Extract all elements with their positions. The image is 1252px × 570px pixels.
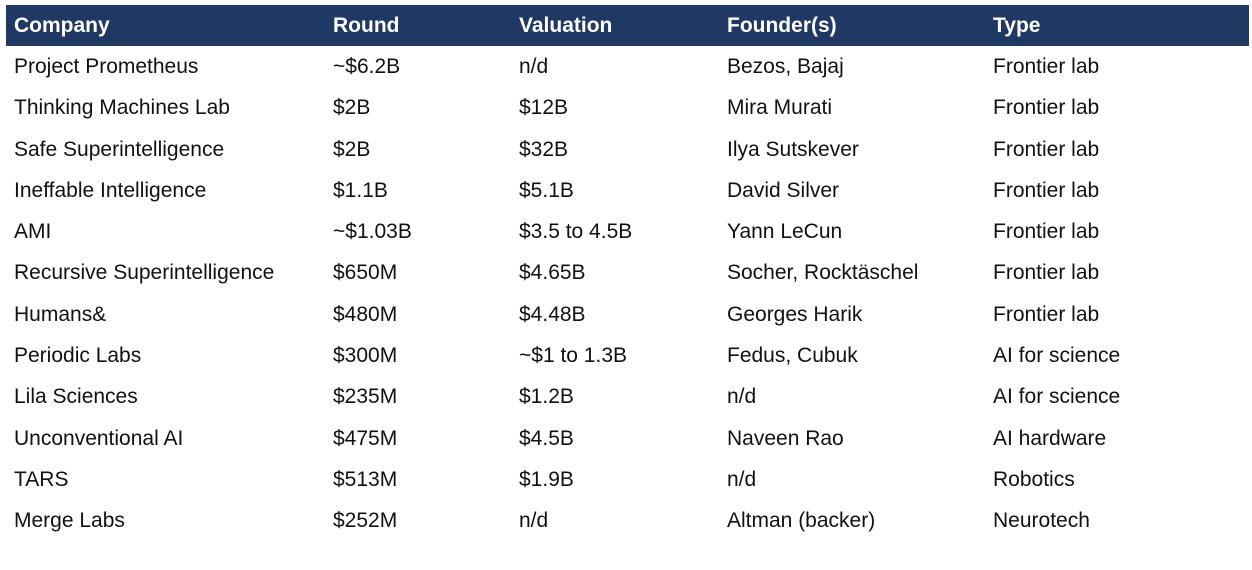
- company-cell: Safe Superintelligence: [14, 137, 225, 161]
- round-cell: $252M: [333, 509, 398, 533]
- company-cell: TARS: [14, 467, 69, 491]
- founders-cell: Georges Harik: [727, 302, 863, 326]
- founders-cell: Naveen Rao: [727, 426, 844, 450]
- type-cell: AI for science: [993, 385, 1121, 409]
- table-row: Recursive Superintelligence $650M $4.65B…: [6, 252, 1249, 293]
- type-cell: Frontier lab: [993, 96, 1100, 120]
- round-cell: $300M: [333, 344, 398, 368]
- founders-cell: Yann LeCun: [727, 220, 843, 244]
- column-header-founders: Founder(s): [727, 14, 837, 37]
- type-cell: Frontier lab: [993, 261, 1100, 285]
- round-cell: $475M: [333, 426, 398, 450]
- table-row: Project Prometheus ~$6.2B n/d Bezos, Baj…: [6, 46, 1249, 87]
- company-cell: Humans&: [14, 302, 107, 326]
- column-header-valuation: Valuation: [519, 14, 613, 37]
- column-header-company: Company: [14, 14, 110, 37]
- company-cell: Recursive Superintelligence: [14, 261, 275, 285]
- company-cell: Lila Sciences: [14, 385, 138, 409]
- valuation-cell: $3.5 to 4.5B: [519, 220, 633, 244]
- type-cell: Frontier lab: [993, 178, 1100, 202]
- table-row: Periodic Labs $300M ~$1 to 1.3B Fedus, C…: [6, 335, 1249, 376]
- valuation-cell: $1.2B: [519, 385, 574, 409]
- company-cell: Unconventional AI: [14, 426, 184, 450]
- company-cell: Ineffable Intelligence: [14, 178, 207, 202]
- company-cell: Thinking Machines Lab: [14, 96, 230, 120]
- founders-cell: n/d: [727, 385, 757, 409]
- type-cell: Robotics: [993, 467, 1075, 491]
- founders-cell: n/d: [727, 467, 757, 491]
- table-row: Thinking Machines Lab $2B $12B Mira Mura…: [6, 87, 1249, 128]
- round-cell: ~$6.2B: [333, 55, 401, 78]
- valuation-cell: ~$1 to 1.3B: [519, 344, 628, 368]
- company-cell: AMI: [14, 220, 52, 244]
- valuation-cell: n/d: [519, 55, 549, 78]
- round-cell: $650M: [333, 261, 398, 285]
- round-cell: $513M: [333, 467, 398, 491]
- round-cell: $480M: [333, 302, 398, 326]
- type-cell: AI hardware: [993, 426, 1107, 450]
- type-cell: Frontier lab: [993, 137, 1100, 161]
- founders-cell: Socher, Rocktäschel: [727, 261, 919, 285]
- valuation-cell: $1.9B: [519, 467, 574, 491]
- round-cell: ~$1.03B: [333, 220, 412, 244]
- founders-cell: Mira Murati: [727, 96, 833, 120]
- type-cell: Frontier lab: [993, 302, 1100, 326]
- funding-table: Company Round Valuation Founder(s) Type …: [6, 5, 1249, 542]
- founders-cell: Fedus, Cubuk: [727, 344, 858, 368]
- round-cell: $1.1B: [333, 178, 388, 202]
- founders-cell: Ilya Sutskever: [727, 137, 859, 161]
- type-cell: Frontier lab: [993, 55, 1100, 78]
- round-cell: $2B: [333, 137, 371, 161]
- round-cell: $235M: [333, 385, 398, 409]
- table-header-row: Company Round Valuation Founder(s) Type: [6, 5, 1249, 46]
- table-row: Unconventional AI $475M $4.5B Naveen Rao…: [6, 418, 1249, 459]
- valuation-cell: $12B: [519, 96, 569, 120]
- table-row: AMI ~$1.03B $3.5 to 4.5B Yann LeCun Fron…: [6, 211, 1249, 252]
- type-cell: AI for science: [993, 344, 1121, 368]
- valuation-cell: n/d: [519, 509, 549, 533]
- valuation-cell: $5.1B: [519, 178, 574, 202]
- table-row: Merge Labs $252M n/d Altman (backer) Neu…: [6, 500, 1249, 541]
- valuation-cell: $32B: [519, 137, 569, 161]
- table-row: Humans& $480M $4.48B Georges Harik Front…: [6, 294, 1249, 335]
- type-cell: Frontier lab: [993, 220, 1100, 244]
- valuation-cell: $4.65B: [519, 261, 586, 285]
- table-row: Ineffable Intelligence $1.1B $5.1B David…: [6, 170, 1249, 211]
- valuation-cell: $4.48B: [519, 302, 586, 326]
- valuation-cell: $4.5B: [519, 426, 574, 450]
- round-cell: $2B: [333, 96, 371, 120]
- table-body: Project Prometheus ~$6.2B n/d Bezos, Baj…: [6, 46, 1249, 542]
- type-cell: Neurotech: [993, 509, 1090, 533]
- founders-cell: Bezos, Bajaj: [727, 55, 844, 78]
- table-row: TARS $513M $1.9B n/d Robotics: [6, 459, 1249, 500]
- column-header-round: Round: [333, 14, 400, 37]
- company-cell: Periodic Labs: [14, 344, 142, 368]
- founders-cell: Altman (backer): [727, 509, 876, 533]
- table-row: Safe Superintelligence $2B $32B Ilya Sut…: [6, 129, 1249, 170]
- column-header-type: Type: [993, 14, 1041, 37]
- table-row: Lila Sciences $235M $1.2B n/d AI for sci…: [6, 376, 1249, 417]
- company-cell: Merge Labs: [14, 509, 125, 533]
- founders-cell: David Silver: [727, 178, 840, 202]
- company-cell: Project Prometheus: [14, 55, 199, 78]
